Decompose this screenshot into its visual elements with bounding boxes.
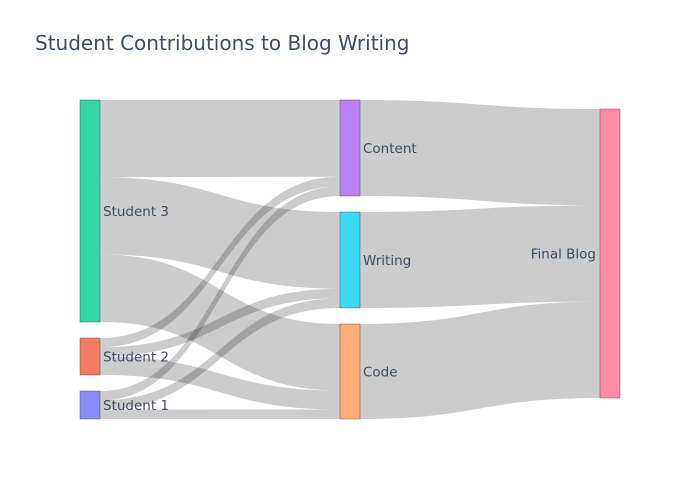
link-student3-to-writing bbox=[100, 177, 340, 289]
link-code-to-final bbox=[360, 301, 600, 419]
labels-layer: Student 3 Student 2 Student 1 Content Writin… bbox=[103, 141, 596, 414]
node-student2 bbox=[79, 337, 101, 376]
link-student1-to-code bbox=[100, 409, 340, 419]
link-student1-to-content bbox=[100, 186, 340, 401]
link-student1-to-writing bbox=[100, 298, 340, 410]
links-layer bbox=[100, 100, 600, 419]
node-label-student3: Student 3 bbox=[103, 204, 169, 220]
link-student3-to-content bbox=[100, 100, 340, 178]
node-label-writing: Writing bbox=[363, 253, 411, 269]
link-student3-to-code bbox=[100, 254, 340, 391]
node-student1 bbox=[79, 390, 101, 420]
chart-title: Student Contributions to Blog Writing bbox=[35, 31, 409, 55]
link-student2-to-writing bbox=[100, 288, 340, 357]
node-code bbox=[339, 323, 361, 420]
node-content bbox=[339, 99, 361, 197]
node-label-student1: Student 1 bbox=[103, 398, 169, 414]
link-content-to-final bbox=[360, 100, 600, 206]
node-student3 bbox=[79, 99, 101, 323]
node-label-code: Code bbox=[363, 365, 398, 381]
link-writing-to-final bbox=[360, 205, 600, 308]
node-final bbox=[599, 108, 621, 399]
node-label-final: Final Blog bbox=[531, 247, 596, 263]
link-student2-to-code bbox=[100, 356, 340, 410]
node-label-student2: Student 2 bbox=[103, 350, 169, 366]
node-writing bbox=[339, 211, 361, 309]
link-student2-to-content bbox=[100, 176, 340, 348]
node-label-content: Content bbox=[363, 141, 417, 157]
nodes-layer bbox=[79, 99, 621, 420]
